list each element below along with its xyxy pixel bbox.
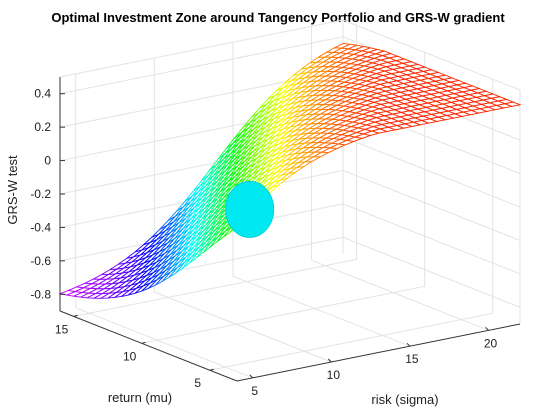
grid-edge xyxy=(59,19,344,78)
z-tick-label: -0.6 xyxy=(30,254,51,268)
y-tick-label: 5 xyxy=(194,376,201,390)
z-tick-label: -0.2 xyxy=(30,187,51,201)
z-tick-label: 0.2 xyxy=(34,120,51,134)
grid-line xyxy=(59,169,521,241)
x-tick-label: 20 xyxy=(484,336,498,350)
x-tick xyxy=(485,326,489,331)
x-axis-line xyxy=(236,323,521,382)
x-tick-label: 15 xyxy=(405,352,419,366)
y-axis-label: return (mu) xyxy=(108,390,172,405)
grid-line xyxy=(153,58,332,363)
surface-layer xyxy=(58,43,522,299)
y-axis-line xyxy=(59,310,238,382)
y-tick xyxy=(209,368,214,371)
tangency-marker xyxy=(225,180,275,238)
y-tick-label: 10 xyxy=(123,349,137,363)
grid-line xyxy=(75,73,253,379)
z-axis-label: GRS-W test xyxy=(5,155,20,225)
marker-layer xyxy=(225,180,275,238)
y-tick-label: 15 xyxy=(55,322,69,336)
x-tick-label: 10 xyxy=(327,368,341,382)
x-tick-label: 5 xyxy=(251,384,258,398)
grid-layer xyxy=(59,19,521,379)
x-tick xyxy=(327,358,332,363)
ticks-layer: 5 10 15 20 5 10 15 -0.8 -0.6 -0.4 -0.2 0 0.2 0.4 xyxy=(30,87,497,398)
z-tick-label: 0 xyxy=(44,154,51,168)
z-tick-label: 0.4 xyxy=(34,87,51,101)
y-tick xyxy=(73,314,78,317)
z-tick-label: -0.8 xyxy=(30,287,51,301)
x-axis-label: risk (sigma) xyxy=(371,392,438,407)
grid-line xyxy=(232,42,411,347)
x-tick xyxy=(249,374,254,379)
grid-edge xyxy=(342,19,521,91)
y-tick xyxy=(141,341,146,344)
grid-line xyxy=(141,52,426,344)
chart-title: Optimal Investment Zone around Tangency … xyxy=(51,10,505,25)
grid-line xyxy=(209,79,494,371)
x-tick xyxy=(406,342,411,347)
z-tick-label: -0.4 xyxy=(30,220,51,234)
